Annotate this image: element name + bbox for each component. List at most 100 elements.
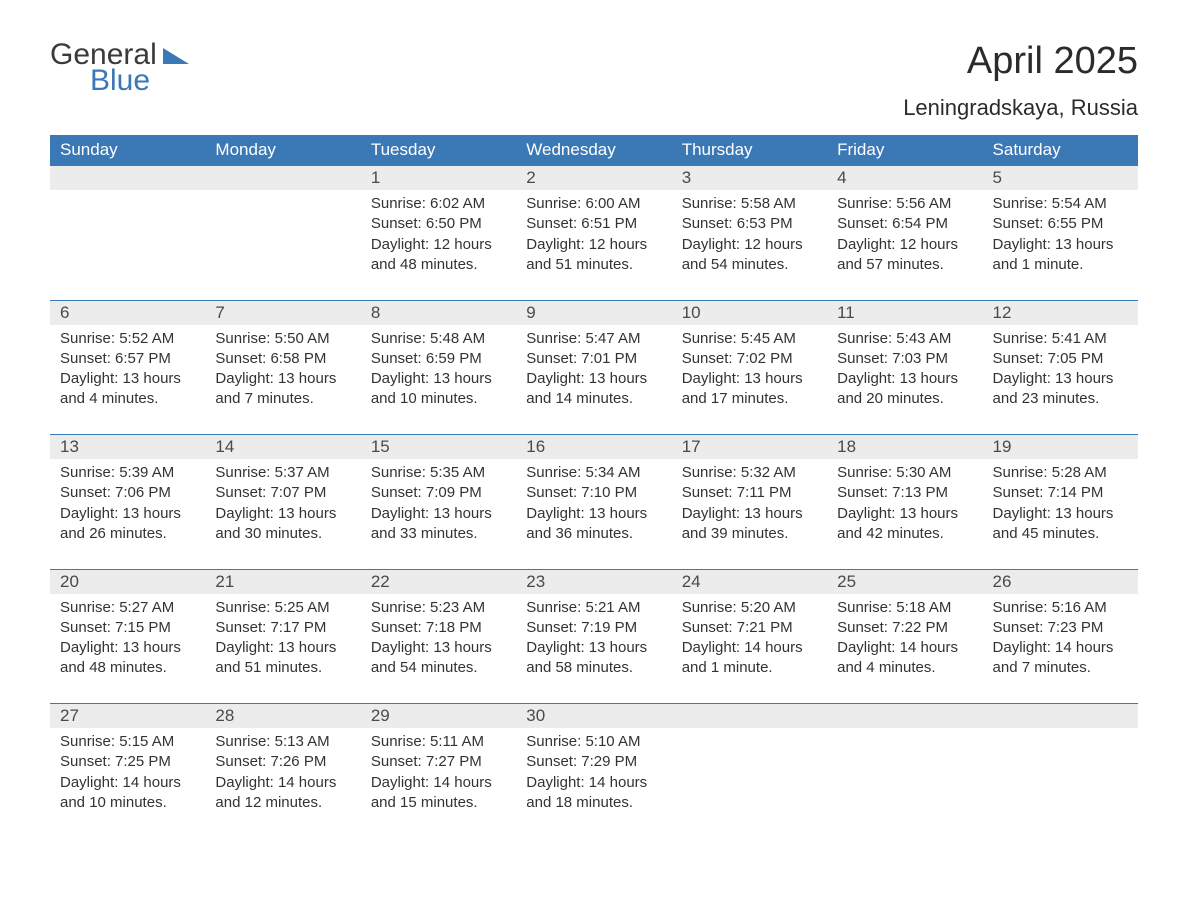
col-monday: Monday [205, 135, 360, 166]
sunrise-line: Sunrise: 5:45 AM [682, 329, 817, 349]
sunset-line: Sunset: 7:11 PM [682, 483, 817, 503]
sunrise-line: Sunrise: 5:50 AM [215, 329, 350, 349]
week-content-row: Sunrise: 5:27 AMSunset: 7:15 PMDaylight:… [50, 594, 1138, 704]
day-number: 3 [672, 166, 827, 191]
daylight-line: Daylight: 12 hours and 51 minutes. [526, 235, 661, 276]
logo-word2: Blue [90, 66, 189, 96]
daylight-line: Daylight: 13 hours and 23 minutes. [993, 369, 1128, 410]
day-cell [50, 190, 205, 300]
daylight-line: Daylight: 12 hours and 48 minutes. [371, 235, 506, 276]
day-number: 17 [672, 435, 827, 460]
col-saturday: Saturday [983, 135, 1138, 166]
week-daynum-row: 6789101112 [50, 300, 1138, 325]
sunrise-line: Sunrise: 5:34 AM [526, 463, 661, 483]
sunrise-line: Sunrise: 5:25 AM [215, 598, 350, 618]
daylight-line: Daylight: 13 hours and 45 minutes. [993, 504, 1128, 545]
day-number: 16 [516, 435, 671, 460]
day-cell: Sunrise: 5:54 AMSunset: 6:55 PMDaylight:… [983, 190, 1138, 300]
sunset-line: Sunset: 7:01 PM [526, 349, 661, 369]
daylight-line: Daylight: 13 hours and 58 minutes. [526, 638, 661, 679]
day-cell: Sunrise: 5:15 AMSunset: 7:25 PMDaylight:… [50, 728, 205, 838]
sunrise-line: Sunrise: 5:11 AM [371, 732, 506, 752]
sunrise-line: Sunrise: 5:15 AM [60, 732, 195, 752]
daylight-line: Daylight: 13 hours and 4 minutes. [60, 369, 195, 410]
day-number: 22 [361, 569, 516, 594]
daylight-line: Daylight: 13 hours and 33 minutes. [371, 504, 506, 545]
day-number [827, 704, 982, 729]
col-sunday: Sunday [50, 135, 205, 166]
daylight-line: Daylight: 14 hours and 15 minutes. [371, 773, 506, 814]
daylight-line: Daylight: 13 hours and 20 minutes. [837, 369, 972, 410]
daylight-line: Daylight: 13 hours and 7 minutes. [215, 369, 350, 410]
sunset-line: Sunset: 6:59 PM [371, 349, 506, 369]
title-block: April 2025 Leningradskaya, Russia [903, 40, 1138, 121]
sunrise-line: Sunrise: 5:30 AM [837, 463, 972, 483]
sunrise-line: Sunrise: 5:43 AM [837, 329, 972, 349]
sunset-line: Sunset: 7:19 PM [526, 618, 661, 638]
sunrise-line: Sunrise: 5:52 AM [60, 329, 195, 349]
sunrise-line: Sunrise: 6:02 AM [371, 194, 506, 214]
sunset-line: Sunset: 7:17 PM [215, 618, 350, 638]
day-number: 5 [983, 166, 1138, 191]
day-number: 23 [516, 569, 671, 594]
day-number [983, 704, 1138, 729]
day-header-row: Sunday Monday Tuesday Wednesday Thursday… [50, 135, 1138, 166]
sunrise-line: Sunrise: 5:41 AM [993, 329, 1128, 349]
day-cell: Sunrise: 5:16 AMSunset: 7:23 PMDaylight:… [983, 594, 1138, 704]
sunrise-line: Sunrise: 5:23 AM [371, 598, 506, 618]
day-number [672, 704, 827, 729]
daylight-line: Daylight: 13 hours and 30 minutes. [215, 504, 350, 545]
sunrise-line: Sunrise: 5:27 AM [60, 598, 195, 618]
col-friday: Friday [827, 135, 982, 166]
day-cell: Sunrise: 6:02 AMSunset: 6:50 PMDaylight:… [361, 190, 516, 300]
day-number: 4 [827, 166, 982, 191]
sunset-line: Sunset: 7:18 PM [371, 618, 506, 638]
week-content-row: Sunrise: 6:02 AMSunset: 6:50 PMDaylight:… [50, 190, 1138, 300]
sunset-line: Sunset: 7:27 PM [371, 752, 506, 772]
sunset-line: Sunset: 6:57 PM [60, 349, 195, 369]
day-cell: Sunrise: 5:43 AMSunset: 7:03 PMDaylight:… [827, 325, 982, 435]
sunset-line: Sunset: 6:58 PM [215, 349, 350, 369]
sunset-line: Sunset: 7:06 PM [60, 483, 195, 503]
day-number: 9 [516, 300, 671, 325]
daylight-line: Daylight: 13 hours and 10 minutes. [371, 369, 506, 410]
day-cell: Sunrise: 5:52 AMSunset: 6:57 PMDaylight:… [50, 325, 205, 435]
day-number: 1 [361, 166, 516, 191]
sunrise-line: Sunrise: 5:13 AM [215, 732, 350, 752]
daylight-line: Daylight: 12 hours and 57 minutes. [837, 235, 972, 276]
sunset-line: Sunset: 6:55 PM [993, 214, 1128, 234]
day-cell: Sunrise: 5:56 AMSunset: 6:54 PMDaylight:… [827, 190, 982, 300]
day-number: 30 [516, 704, 671, 729]
sunset-line: Sunset: 7:22 PM [837, 618, 972, 638]
week-daynum-row: 12345 [50, 166, 1138, 191]
daylight-line: Daylight: 13 hours and 1 minute. [993, 235, 1128, 276]
day-cell: Sunrise: 5:30 AMSunset: 7:13 PMDaylight:… [827, 459, 982, 569]
sunset-line: Sunset: 6:54 PM [837, 214, 972, 234]
day-number: 10 [672, 300, 827, 325]
logo-triangle-icon [163, 51, 189, 68]
logo-text-block: General Blue [50, 40, 189, 96]
sunrise-line: Sunrise: 5:28 AM [993, 463, 1128, 483]
day-number: 25 [827, 569, 982, 594]
day-number: 6 [50, 300, 205, 325]
daylight-line: Daylight: 13 hours and 51 minutes. [215, 638, 350, 679]
daylight-line: Daylight: 13 hours and 36 minutes. [526, 504, 661, 545]
sunrise-line: Sunrise: 5:47 AM [526, 329, 661, 349]
day-number: 7 [205, 300, 360, 325]
day-number: 20 [50, 569, 205, 594]
daylight-line: Daylight: 14 hours and 7 minutes. [993, 638, 1128, 679]
day-cell: Sunrise: 5:20 AMSunset: 7:21 PMDaylight:… [672, 594, 827, 704]
week-content-row: Sunrise: 5:52 AMSunset: 6:57 PMDaylight:… [50, 325, 1138, 435]
daylight-line: Daylight: 14 hours and 4 minutes. [837, 638, 972, 679]
sunrise-line: Sunrise: 5:37 AM [215, 463, 350, 483]
day-number: 15 [361, 435, 516, 460]
sunset-line: Sunset: 7:25 PM [60, 752, 195, 772]
daylight-line: Daylight: 13 hours and 48 minutes. [60, 638, 195, 679]
sunset-line: Sunset: 7:07 PM [215, 483, 350, 503]
week-daynum-row: 27282930 [50, 704, 1138, 729]
daylight-line: Daylight: 13 hours and 54 minutes. [371, 638, 506, 679]
day-cell: Sunrise: 5:21 AMSunset: 7:19 PMDaylight:… [516, 594, 671, 704]
col-thursday: Thursday [672, 135, 827, 166]
day-cell: Sunrise: 5:18 AMSunset: 7:22 PMDaylight:… [827, 594, 982, 704]
day-cell [827, 728, 982, 838]
